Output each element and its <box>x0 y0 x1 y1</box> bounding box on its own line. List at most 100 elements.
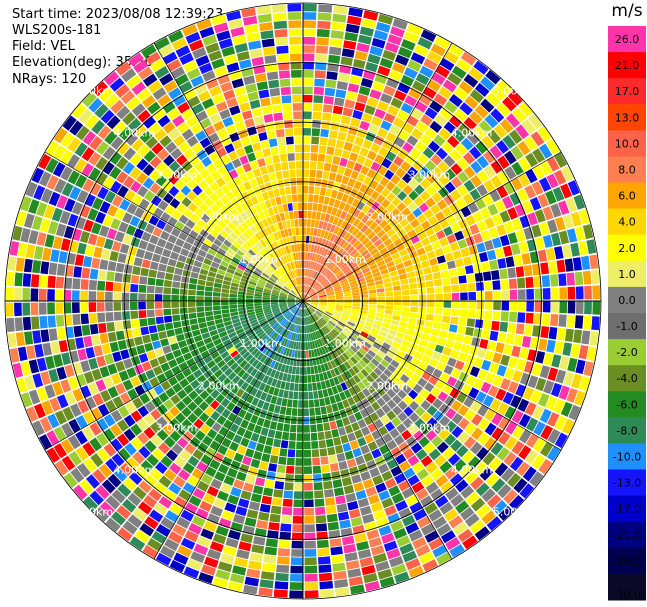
velocity-gate <box>589 331 599 346</box>
velocity-gate <box>146 285 155 294</box>
velocity-gate <box>243 412 253 422</box>
velocity-gate <box>340 315 349 321</box>
velocity-gate <box>364 521 377 532</box>
velocity-gate <box>318 306 326 311</box>
velocity-gate <box>149 468 163 481</box>
velocity-gate <box>471 337 481 347</box>
velocity-gate <box>266 358 273 367</box>
velocity-gate <box>554 415 567 431</box>
velocity-gate <box>327 292 335 296</box>
velocity-gate <box>186 116 199 128</box>
velocity-gate <box>316 273 322 281</box>
velocity-gate <box>432 544 448 558</box>
velocity-gate <box>273 311 281 316</box>
velocity-gate <box>47 275 56 288</box>
velocity-gate <box>493 124 508 139</box>
velocity-gate <box>109 77 125 92</box>
velocity-gate <box>52 162 66 177</box>
velocity-gate <box>308 399 315 408</box>
velocity-gate <box>78 109 93 124</box>
velocity-gate <box>309 177 316 186</box>
velocity-gate <box>367 285 376 291</box>
velocity-gate <box>133 486 147 500</box>
velocity-gate <box>347 568 362 578</box>
velocity-gate <box>47 302 55 315</box>
velocity-gate <box>375 408 386 418</box>
velocity-gate <box>379 57 394 69</box>
velocity-gate <box>268 264 276 272</box>
velocity-gate <box>534 301 543 313</box>
velocity-gate <box>566 272 575 286</box>
velocity-gate <box>170 394 181 405</box>
velocity-gate <box>187 295 196 301</box>
velocity-gate <box>414 394 425 405</box>
velocity-gate <box>401 487 415 499</box>
velocity-gate <box>292 202 298 211</box>
velocity-gate <box>98 270 107 281</box>
velocity-gate <box>241 221 249 231</box>
velocity-gate <box>397 148 409 160</box>
velocity-gate <box>327 387 334 396</box>
velocity-gate <box>475 282 484 291</box>
velocity-gate <box>385 301 394 306</box>
velocity-gate <box>203 238 213 248</box>
velocity-gate <box>450 439 463 452</box>
velocity-gate <box>476 291 485 300</box>
velocity-gate <box>132 327 142 337</box>
velocity-gate <box>335 173 343 183</box>
velocity-gate <box>409 501 423 514</box>
velocity-gate <box>454 230 465 241</box>
velocity-gate <box>285 339 291 348</box>
velocity-gate <box>163 223 174 234</box>
velocity-gate <box>196 149 208 161</box>
velocity-gate <box>366 207 375 217</box>
velocity-gate <box>127 514 143 528</box>
velocity-gate <box>517 277 526 289</box>
velocity-gate <box>288 161 296 170</box>
velocity-gate <box>345 492 357 503</box>
velocity-gate <box>325 309 334 314</box>
velocity-gate <box>244 144 254 155</box>
velocity-gate <box>449 544 465 558</box>
velocity-gate <box>191 468 204 480</box>
velocity-gate <box>400 74 415 87</box>
velocity-gate <box>386 228 396 238</box>
velocity-gate <box>294 269 298 277</box>
velocity-gate <box>254 150 264 160</box>
velocity-gate <box>386 242 396 251</box>
velocity-gate <box>111 241 122 252</box>
velocity-gate <box>377 100 389 112</box>
velocity-gate <box>212 296 221 301</box>
velocity-gate <box>558 200 570 215</box>
velocity-gate <box>499 234 510 247</box>
velocity-gate <box>432 422 444 435</box>
velocity-gate <box>410 289 418 295</box>
velocity-gate <box>378 525 392 536</box>
velocity-gate <box>309 252 313 261</box>
velocity-gate <box>364 433 374 444</box>
velocity-gate <box>303 61 315 70</box>
velocity-gate <box>164 322 174 331</box>
velocity-gate <box>351 474 362 484</box>
velocity-gate <box>171 443 184 455</box>
velocity-gate <box>126 74 142 89</box>
velocity-gate <box>186 135 199 147</box>
velocity-gate <box>366 374 375 384</box>
velocity-gate <box>55 289 64 301</box>
velocity-gate <box>224 143 235 154</box>
velocity-gate <box>581 330 591 345</box>
velocity-gate <box>209 266 218 273</box>
velocity-gate <box>386 458 398 470</box>
velocity-gate <box>372 324 381 330</box>
velocity-gate <box>275 129 285 138</box>
velocity-gate <box>259 250 267 258</box>
velocity-gate <box>199 168 210 179</box>
velocity-gate <box>434 36 451 50</box>
velocity-gate <box>129 536 146 551</box>
velocity-gate <box>234 253 243 261</box>
velocity-gate <box>363 158 374 168</box>
velocity-gate <box>213 238 223 247</box>
velocity-gate <box>303 383 308 392</box>
velocity-gate <box>294 219 299 227</box>
velocity-gate <box>319 187 327 196</box>
